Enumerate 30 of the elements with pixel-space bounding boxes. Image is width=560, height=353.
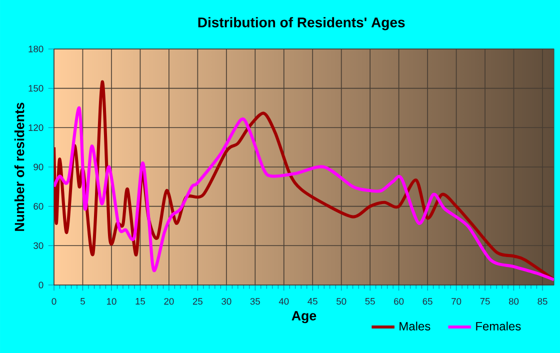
x-tick-label: 70: [452, 298, 462, 305]
x-tick-label: 30: [222, 298, 232, 305]
x-tick-label: 85: [538, 298, 548, 305]
x-tick-label: 50: [336, 298, 346, 305]
y-tick-label: 0: [38, 282, 44, 288]
x-tick-label: 0: [52, 298, 56, 305]
x-tick-label: 75: [480, 298, 490, 305]
x-tick-label: 45: [308, 298, 318, 305]
x-tick-label: 80: [508, 298, 519, 305]
x-tick-label: 10: [107, 298, 116, 305]
legend-label: Males: [400, 322, 430, 330]
y-tick-label: 150: [28, 85, 44, 92]
legend-label: Females: [476, 322, 521, 330]
chart-title: Distribution of Residents' Ages: [198, 17, 405, 30]
x-tick-label: 20: [164, 298, 174, 305]
x-tick-label: 35: [250, 298, 260, 305]
y-tick-label: 120: [28, 124, 44, 131]
y-tick-label: 180: [28, 46, 44, 52]
x-tick-label: 5: [80, 298, 85, 305]
x-tick-label: 15: [136, 298, 145, 305]
x-tick-label: 25: [192, 298, 202, 305]
y-axis-title: Number of residents: [14, 102, 24, 231]
x-tick-label: 60: [394, 298, 404, 305]
x-tick-label: 40: [278, 298, 289, 305]
y-tick-label: 60: [34, 203, 44, 210]
x-axis-title: Age: [292, 311, 316, 324]
x-tick-label: 55: [365, 298, 375, 305]
x-tick-label: 65: [422, 298, 432, 305]
y-tick-label: 30: [34, 242, 44, 249]
y-tick-label: 90: [34, 164, 44, 170]
